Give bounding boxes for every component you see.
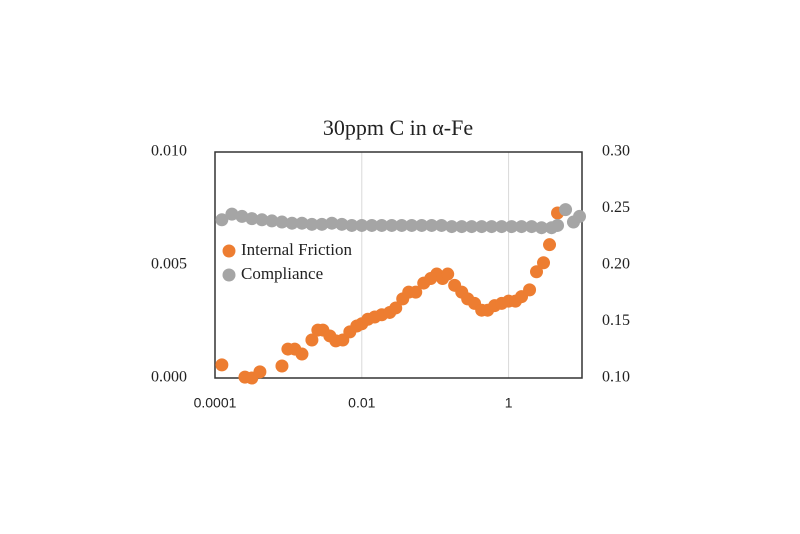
y2-tick-label: 0.10: [602, 369, 630, 386]
data-point: [385, 218, 399, 232]
data-point: [345, 218, 359, 232]
y-tick-label: 0.005: [151, 256, 187, 273]
plot-frame: [214, 151, 583, 379]
data-point: [535, 221, 549, 235]
data-point: [275, 215, 289, 229]
data-point: [505, 220, 519, 234]
data-point: [537, 256, 551, 270]
data-point: [445, 220, 459, 234]
data-point: [235, 209, 249, 223]
data-point: [365, 218, 379, 232]
data-point: [395, 218, 409, 232]
y2-tick-label: 0.15: [602, 312, 630, 329]
data-point: [515, 220, 529, 234]
data-point: [409, 285, 423, 299]
data-point: [455, 220, 469, 234]
data-point: [305, 217, 319, 231]
legend-marker: [222, 268, 236, 282]
data-point: [285, 216, 299, 230]
legend-marker: [222, 244, 236, 258]
data-point: [389, 301, 403, 315]
data-point: [475, 220, 489, 234]
data-point: [435, 218, 449, 232]
data-point: [305, 333, 319, 347]
data-point: [405, 218, 419, 232]
y2-tick-label: 0.30: [602, 143, 630, 160]
data-point: [543, 238, 557, 252]
data-point: [255, 213, 269, 227]
data-point: [335, 217, 349, 231]
data-point: [573, 209, 587, 223]
data-point: [559, 203, 573, 217]
data-point: [441, 267, 455, 281]
data-point: [530, 265, 544, 279]
x-tick-label: 0.0001: [194, 395, 237, 411]
data-point: [225, 207, 239, 221]
data-point: [465, 220, 479, 234]
chart-title: 30ppm C in α-Fe: [323, 115, 473, 140]
data-point: [485, 220, 499, 234]
data-point: [525, 220, 539, 234]
plot-area: [215, 152, 582, 378]
data-point: [375, 218, 389, 232]
data-point: [495, 220, 509, 234]
y2-tick-label: 0.20: [602, 256, 630, 273]
y-tick-label: 0.000: [151, 369, 187, 386]
data-point: [325, 216, 339, 230]
data-point: [551, 218, 565, 232]
data-point: [295, 347, 309, 361]
x-tick-label: 1: [505, 395, 513, 411]
y2-tick-label: 0.25: [602, 199, 630, 216]
data-point: [253, 365, 267, 379]
y-tick-label: 0.010: [151, 143, 187, 160]
data-point: [215, 213, 229, 227]
legend-label: Internal Friction: [241, 240, 352, 259]
data-point: [295, 216, 309, 230]
data-point: [265, 214, 279, 228]
legend-label: Compliance: [241, 264, 323, 283]
data-point: [215, 358, 229, 372]
data-point: [523, 283, 537, 297]
data-point: [245, 212, 259, 226]
data-point: [315, 217, 329, 231]
data-point: [275, 359, 289, 373]
data-point: [415, 218, 429, 232]
x-tick-label: 0.01: [348, 395, 375, 411]
data-point: [355, 218, 369, 232]
data-point: [425, 218, 439, 232]
